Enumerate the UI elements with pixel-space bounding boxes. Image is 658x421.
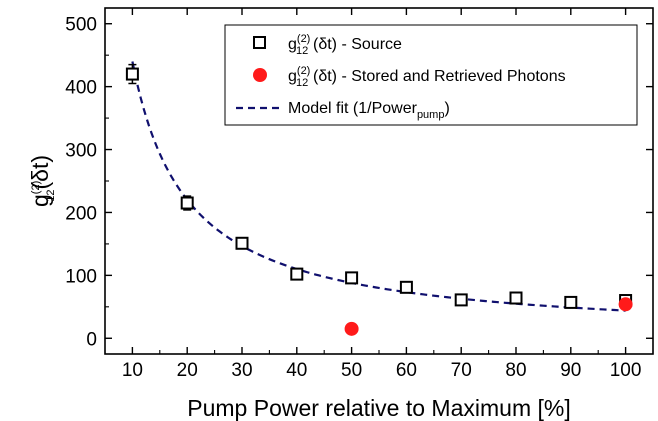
source-point	[235, 236, 249, 250]
y-tick-label: 300	[65, 141, 97, 162]
x-tick-label: 40	[286, 360, 307, 381]
x-tick-label: 70	[451, 360, 472, 381]
y-axis-title-sup: (2)	[30, 181, 42, 194]
source-point	[509, 291, 523, 305]
x-tick-label: 80	[505, 360, 526, 381]
stored-point	[344, 321, 359, 336]
legend-stored-sup: (2)	[297, 65, 310, 77]
x-tick-label: 90	[560, 360, 581, 381]
axis-ticks: 10 20 30 40 50 60 70 80 90 100 0 100 200 300 400 500	[65, 8, 654, 381]
x-tick-label: 50	[341, 360, 362, 381]
legend-source-sup: (2)	[297, 33, 310, 45]
y-tick-label: 200	[65, 203, 97, 224]
legend-fit-tail: )	[444, 100, 449, 117]
legend-source-sub: 12	[296, 45, 308, 57]
y-tick-label: 0	[86, 329, 97, 350]
legend: g(2) 12 (δt) - Source g(2) 12 (δt) - Stored …	[224, 24, 638, 126]
y-tick-label: 400	[65, 78, 97, 99]
legend-stored-sub: 12	[296, 77, 308, 89]
source-point	[290, 267, 304, 281]
legend-stored-main: g	[288, 68, 297, 85]
y-axis-title-tail: (δt)	[27, 155, 53, 190]
source-point	[125, 67, 139, 81]
x-tick-label: 10	[122, 360, 143, 381]
source-point	[399, 280, 413, 294]
points-layer	[125, 63, 633, 336]
y-axis-title-main: g	[27, 194, 53, 207]
legend-box	[224, 24, 638, 126]
legend-source-tail: (δt) - Source	[313, 36, 402, 53]
y-axis-title: g(2)12(δt)	[27, 155, 57, 207]
x-tick-label: 60	[396, 360, 417, 381]
x-tick-label: 20	[177, 360, 198, 381]
y-axis-title-sub: 12	[45, 190, 57, 202]
svg-text:g(2)12(δt) - Source: g(2) 12 (δt) - Source	[288, 33, 402, 57]
source-point	[345, 271, 359, 285]
source-point	[180, 196, 194, 210]
x-axis-title: Pump Power relative to Maximum [%]	[187, 395, 570, 421]
svg-text:Model fit (1/Powerpump): Model fit (1/Powerpump)	[288, 100, 450, 121]
legend-marker-stored	[253, 68, 267, 82]
legend-marker-source	[253, 36, 266, 49]
fit-curve	[131, 61, 626, 312]
stored-point	[618, 297, 633, 312]
svg-text:g(2)12(δt) - Stored and Retrie: g(2) 12 (δt) - Stored and Retrieved Photon…	[288, 65, 566, 89]
x-tick-label: 30	[231, 360, 252, 381]
source-point	[564, 295, 578, 309]
legend-fit-sub: pump	[417, 109, 445, 121]
source-point	[454, 293, 468, 307]
legend-fit-main: Model fit (1/Power	[288, 100, 418, 117]
legend-source-main: g	[288, 36, 297, 53]
y-tick-label: 100	[65, 266, 97, 287]
x-tick-label: 100	[610, 360, 642, 381]
fit-layer	[131, 61, 626, 312]
legend-stored-tail: (δt) - Stored and Retrieved Photons	[313, 68, 566, 85]
y-tick-label: 500	[65, 15, 97, 36]
